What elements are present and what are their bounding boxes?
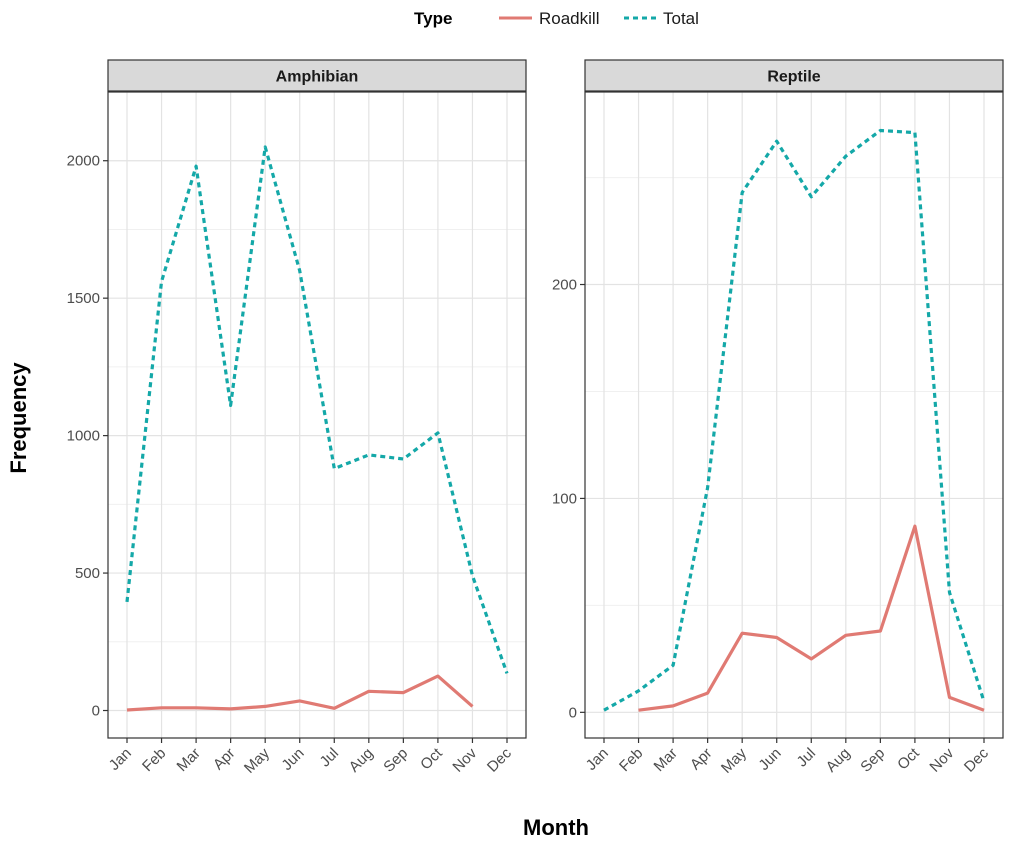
x-tick-label: Oct	[417, 744, 446, 773]
data-point-roadkill	[333, 707, 336, 710]
data-point-roadkill	[948, 696, 951, 699]
x-tick-label: Nov	[449, 744, 480, 775]
x-tick-label: Feb	[616, 745, 646, 775]
data-point-roadkill	[913, 525, 916, 528]
data-point-roadkill	[436, 675, 439, 678]
data-point-total	[367, 453, 370, 456]
data-point-roadkill	[471, 705, 474, 708]
y-tick-label: 500	[75, 565, 100, 582]
panel-border	[584, 91, 1004, 739]
x-tick-label: Jun	[755, 745, 784, 774]
data-point-roadkill	[983, 709, 986, 712]
panel-amphibian: Amphibian 0 500 1000 1500 2000 Jan Feb Mar Apr May…	[67, 59, 527, 777]
x-tick-label: Sep	[380, 745, 411, 776]
x-tick-label: Mar	[174, 745, 204, 775]
x-tick-label: Apr	[210, 745, 239, 774]
data-point-total	[637, 689, 640, 692]
y-axis-title: Frequency	[6, 362, 31, 474]
x-tick-label: Nov	[926, 744, 957, 775]
x-tick-label: Sep	[857, 745, 888, 776]
series-line-total	[125, 145, 509, 674]
data-point-roadkill	[741, 632, 744, 635]
data-point-total	[844, 155, 847, 158]
x-tick-label: May	[718, 744, 750, 776]
data-point-roadkill	[706, 692, 709, 695]
y-tick-label: 100	[552, 490, 577, 507]
data-point-roadkill	[367, 690, 370, 693]
legend: Type Roadkill Total	[414, 9, 699, 28]
x-tick-label: Aug	[346, 745, 377, 776]
data-point-total	[506, 672, 509, 675]
x-axis-title: Month	[523, 815, 589, 840]
x-tick-label: May	[241, 744, 273, 776]
data-point-total	[195, 165, 198, 168]
data-point-total	[741, 191, 744, 194]
data-point-total	[160, 280, 163, 283]
y-tick-label: 200	[552, 277, 577, 294]
data-point-roadkill	[298, 699, 301, 702]
data-point-total	[298, 269, 301, 272]
data-point-total	[229, 404, 232, 407]
data-point-roadkill	[810, 657, 813, 660]
x-tick-label: Dec	[484, 744, 515, 775]
data-point-total	[603, 709, 606, 712]
x-tick-label: Dec	[961, 744, 992, 775]
data-point-total	[333, 467, 336, 470]
panel-reptile: Reptile 0 100 200 Jan Feb Mar Apr May Jun Jul Aug Se…	[552, 59, 1004, 777]
y-tick-label: 1000	[67, 428, 100, 445]
panel-border	[107, 91, 527, 739]
data-point-roadkill	[126, 708, 129, 711]
data-point-roadkill	[879, 630, 882, 633]
panel-background	[108, 92, 526, 738]
data-point-roadkill	[637, 709, 640, 712]
x-tick-label: Jan	[583, 745, 612, 774]
legend-label-total: Total	[663, 9, 699, 28]
data-point-total	[983, 700, 986, 703]
data-point-total	[913, 131, 916, 134]
data-point-roadkill	[229, 707, 232, 710]
panel-background	[585, 92, 1003, 738]
series-line-total	[603, 128, 986, 712]
data-point-total	[948, 591, 951, 594]
facet-strip	[584, 59, 1004, 92]
x-tick-label: Jul	[317, 745, 343, 771]
x-tick-label: Oct	[894, 744, 923, 773]
x-tick-label: Jan	[106, 745, 135, 774]
facet-strip-label: Reptile	[767, 69, 820, 86]
facet-strip-label: Amphibian	[276, 69, 359, 86]
x-tick-label: Jul	[794, 745, 820, 771]
data-point-roadkill	[195, 706, 198, 709]
data-point-roadkill	[844, 634, 847, 637]
data-point-total	[672, 664, 675, 667]
data-point-roadkill	[672, 704, 675, 707]
y-tick-label: 2000	[67, 153, 100, 170]
data-point-total	[879, 129, 882, 132]
data-point-total	[402, 457, 405, 460]
y-tick-label: 1500	[67, 290, 100, 307]
x-tick-label: Aug	[823, 745, 854, 776]
y-tick-label: 0	[92, 703, 100, 720]
data-point-roadkill	[775, 636, 778, 639]
x-tick-label: Feb	[139, 745, 169, 775]
data-point-roadkill	[264, 705, 267, 708]
data-point-total	[810, 195, 813, 198]
series-line-roadkill	[638, 524, 985, 712]
data-point-total	[706, 486, 709, 489]
data-point-total	[264, 145, 267, 148]
data-point-total	[436, 431, 439, 434]
x-tick-label: Apr	[687, 745, 716, 774]
facet-strip	[107, 59, 527, 92]
x-tick-label: Mar	[651, 745, 681, 775]
legend-title: Type	[414, 9, 452, 28]
legend-label-roadkill: Roadkill	[539, 9, 599, 28]
data-point-roadkill	[160, 706, 163, 709]
data-point-total	[775, 140, 778, 143]
y-tick-label: 0	[569, 704, 577, 721]
data-point-roadkill	[402, 691, 405, 694]
series-line-roadkill	[126, 674, 474, 712]
data-point-total	[471, 574, 474, 577]
data-point-total	[126, 600, 129, 603]
x-tick-label: Jun	[278, 745, 307, 774]
